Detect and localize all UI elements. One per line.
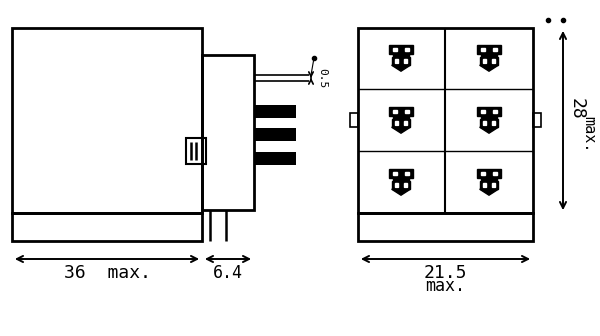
Polygon shape bbox=[404, 59, 407, 62]
Polygon shape bbox=[395, 183, 398, 186]
Polygon shape bbox=[479, 57, 499, 65]
Polygon shape bbox=[479, 181, 499, 189]
Polygon shape bbox=[483, 121, 486, 125]
Polygon shape bbox=[406, 48, 409, 51]
Bar bbox=[12, 213, 202, 241]
Polygon shape bbox=[392, 181, 410, 189]
Bar bbox=[254, 105, 296, 118]
Bar bbox=[358, 213, 533, 241]
Polygon shape bbox=[479, 119, 499, 127]
Bar bbox=[202, 55, 254, 210]
Polygon shape bbox=[481, 54, 497, 57]
Polygon shape bbox=[404, 183, 407, 186]
Polygon shape bbox=[404, 121, 407, 125]
Polygon shape bbox=[393, 178, 409, 181]
Polygon shape bbox=[392, 110, 397, 113]
Polygon shape bbox=[479, 127, 499, 133]
Polygon shape bbox=[492, 59, 495, 62]
Polygon shape bbox=[395, 59, 398, 62]
Polygon shape bbox=[392, 127, 410, 133]
Text: max.: max. bbox=[581, 116, 596, 153]
Polygon shape bbox=[481, 48, 485, 51]
Bar bbox=[358, 28, 533, 213]
Text: 0.5: 0.5 bbox=[317, 68, 327, 88]
Polygon shape bbox=[406, 110, 409, 113]
Polygon shape bbox=[389, 169, 413, 178]
Bar bbox=[254, 128, 296, 141]
Polygon shape bbox=[395, 121, 398, 125]
Polygon shape bbox=[392, 65, 410, 71]
Polygon shape bbox=[481, 110, 485, 113]
Text: 36  max.: 36 max. bbox=[64, 264, 151, 282]
Polygon shape bbox=[392, 119, 410, 127]
Polygon shape bbox=[392, 189, 410, 195]
Polygon shape bbox=[406, 172, 409, 175]
Polygon shape bbox=[476, 45, 502, 54]
Polygon shape bbox=[476, 169, 502, 178]
Polygon shape bbox=[389, 107, 413, 116]
Polygon shape bbox=[481, 172, 485, 175]
Polygon shape bbox=[392, 57, 410, 65]
Polygon shape bbox=[393, 54, 409, 57]
Bar bbox=[350, 113, 358, 127]
Polygon shape bbox=[493, 172, 497, 175]
Polygon shape bbox=[476, 107, 502, 116]
Polygon shape bbox=[483, 59, 486, 62]
Polygon shape bbox=[492, 121, 495, 125]
Polygon shape bbox=[481, 178, 497, 181]
Bar bbox=[533, 113, 541, 127]
Polygon shape bbox=[479, 65, 499, 71]
Bar bbox=[12, 28, 202, 213]
Text: 28: 28 bbox=[568, 98, 586, 119]
Bar bbox=[254, 152, 296, 165]
Polygon shape bbox=[483, 183, 486, 186]
Polygon shape bbox=[389, 45, 413, 54]
Polygon shape bbox=[493, 48, 497, 51]
Polygon shape bbox=[481, 116, 497, 119]
Polygon shape bbox=[479, 189, 499, 195]
Polygon shape bbox=[392, 172, 397, 175]
Polygon shape bbox=[492, 183, 495, 186]
Text: max.: max. bbox=[425, 277, 466, 295]
Polygon shape bbox=[493, 110, 497, 113]
Bar bbox=[186, 138, 206, 164]
Text: 21.5: 21.5 bbox=[424, 264, 467, 282]
Polygon shape bbox=[392, 48, 397, 51]
Polygon shape bbox=[393, 116, 409, 119]
Text: 6.4: 6.4 bbox=[213, 264, 243, 282]
